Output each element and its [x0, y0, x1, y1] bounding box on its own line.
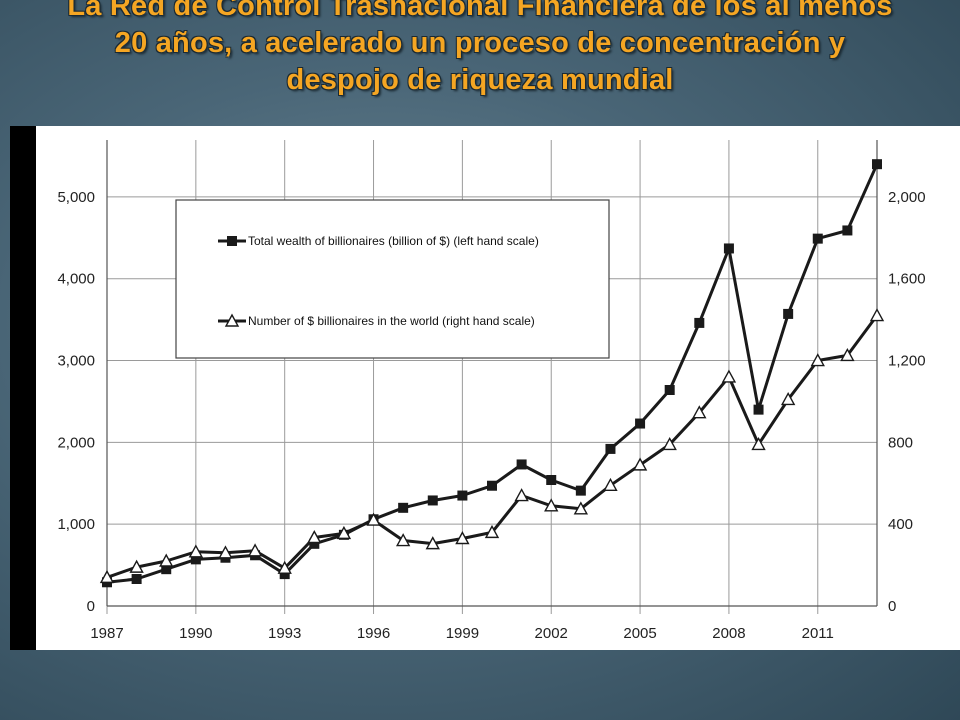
- legend-marker-count: [224, 313, 240, 327]
- count-point: [810, 353, 825, 367]
- count-point: [247, 543, 263, 557]
- wealth-point: [516, 459, 527, 470]
- x-tick-label: 1993: [268, 625, 301, 642]
- y-left-tick-label: 2,000: [57, 434, 95, 451]
- count-point: [869, 308, 885, 322]
- wealth-point: [309, 538, 320, 549]
- wealth-point: [457, 490, 468, 501]
- wealth-point: [723, 243, 734, 254]
- legend: Total wealth of billionaires (billion of…: [175, 199, 610, 359]
- y-left-tick-label: 4,000: [57, 271, 95, 288]
- count-point: [336, 525, 352, 540]
- x-tick-label: 2002: [535, 625, 568, 642]
- wealth-point: [812, 233, 823, 244]
- legend-marker-wealth: [227, 236, 237, 246]
- count-point: [662, 436, 677, 451]
- y-right-tick-label: 2,000: [888, 189, 926, 206]
- count-point: [632, 457, 648, 471]
- wealth-point: [131, 574, 142, 584]
- x-tick-label: 1987: [90, 625, 123, 642]
- count-point: [425, 536, 440, 550]
- count-point: [751, 436, 766, 451]
- count-point: [840, 347, 855, 362]
- y-left-tick-label: 1,000: [57, 516, 95, 533]
- wealth-point: [279, 569, 290, 580]
- wealth-point: [190, 554, 201, 565]
- wealth-point: [398, 502, 409, 513]
- x-tick-label: 2008: [712, 625, 745, 642]
- axes: 0 0 1,000 400 2,000 800 3,000 1,200 4,000 1,600 5,…: [57, 140, 926, 642]
- count-point: [188, 544, 204, 558]
- slide-title-line-1: La Red de Control Trasnacional Financier…: [67, 0, 893, 22]
- count-point: [159, 553, 174, 567]
- count-point: [218, 545, 233, 559]
- x-tick-label: 1999: [446, 625, 479, 642]
- y-left-tick-label: 5,000: [57, 189, 95, 206]
- x-tick-label: 2005: [623, 625, 656, 642]
- count-point: [573, 501, 589, 515]
- slide-title: La Red de Control Trasnacional Financier…: [0, 0, 960, 99]
- slide-title-line-3: despojo de riqueza mundial: [286, 64, 674, 96]
- series: [99, 159, 885, 588]
- x-tick-label: 2011: [802, 625, 834, 642]
- wealth-point: [635, 418, 646, 429]
- wealth-point: [842, 225, 853, 236]
- y-right-tick-label: 400: [888, 516, 913, 533]
- wealth-point: [605, 443, 616, 454]
- count-point: [99, 569, 115, 584]
- y-right-tick-label: 1,600: [888, 271, 926, 288]
- count-point: [484, 524, 500, 539]
- wealth-point: [487, 480, 497, 491]
- count-point: [780, 391, 796, 406]
- legend-box: [175, 199, 610, 359]
- wealth-point: [753, 404, 764, 415]
- count-point: [366, 512, 381, 526]
- wealth-point: [546, 475, 557, 485]
- wealth-point: [872, 159, 882, 170]
- legend-label-count: Number of $ billionaires in the world (r…: [248, 314, 535, 328]
- count-point: [395, 533, 411, 547]
- count-point: [721, 369, 737, 383]
- y-right-tick-label: 1,200: [888, 353, 926, 370]
- x-tick-label: 1990: [179, 625, 212, 642]
- wealth-point: [161, 564, 172, 575]
- count-point: [455, 531, 470, 545]
- count-point: [514, 488, 529, 502]
- y-right-tick-label: 800: [888, 434, 913, 451]
- y-left-tick-label: 0: [87, 598, 95, 615]
- count-point: [603, 477, 618, 492]
- slide-title-line-2: 20 años, a acelerado un proceso de conce…: [114, 27, 846, 59]
- y-left-tick-label: 3,000: [57, 353, 95, 370]
- x-tick-label: 1996: [357, 625, 390, 642]
- count-point: [692, 405, 707, 419]
- wealth-point: [664, 385, 675, 395]
- count-point: [544, 498, 559, 512]
- count-point: [307, 530, 322, 544]
- y-right-tick-label: 0: [888, 598, 896, 615]
- count-point: [277, 560, 292, 574]
- wealth-point: [694, 317, 705, 328]
- wealth-point: [783, 308, 794, 319]
- wealth-point: [427, 495, 438, 506]
- count-point: [129, 559, 144, 573]
- legend-label-wealth: Total wealth of billionaires (billion of…: [248, 234, 539, 248]
- wealth-point: [575, 485, 586, 496]
